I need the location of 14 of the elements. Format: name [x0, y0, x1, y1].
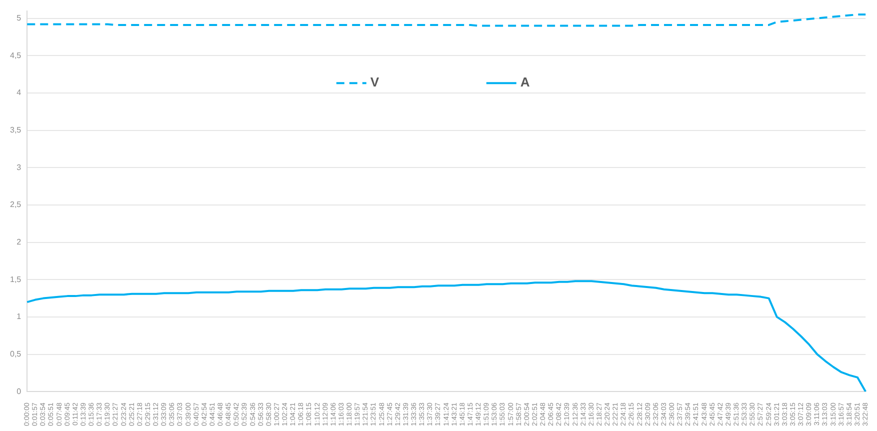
line-series — [26, 14, 867, 27]
y-tick-label: 1,5 — [10, 274, 22, 284]
legend-label: A — [520, 74, 530, 90]
y-tick-label: 0 — [16, 386, 22, 396]
y-tick-label: 4,5 — [10, 50, 22, 60]
y-tick-label: 5 — [16, 13, 22, 22]
legend-label: V — [370, 74, 380, 90]
y-tick-label: 3,5 — [10, 125, 22, 134]
y-tick-label: 2,5 — [10, 200, 22, 210]
y-tick-label: 0,5 — [10, 350, 22, 359]
y-tick-label: 2 — [16, 237, 22, 246]
y-tick-label: 4 — [16, 88, 22, 98]
y-tick-label: 1 — [16, 312, 22, 322]
y-tick-label: 3 — [16, 162, 22, 172]
